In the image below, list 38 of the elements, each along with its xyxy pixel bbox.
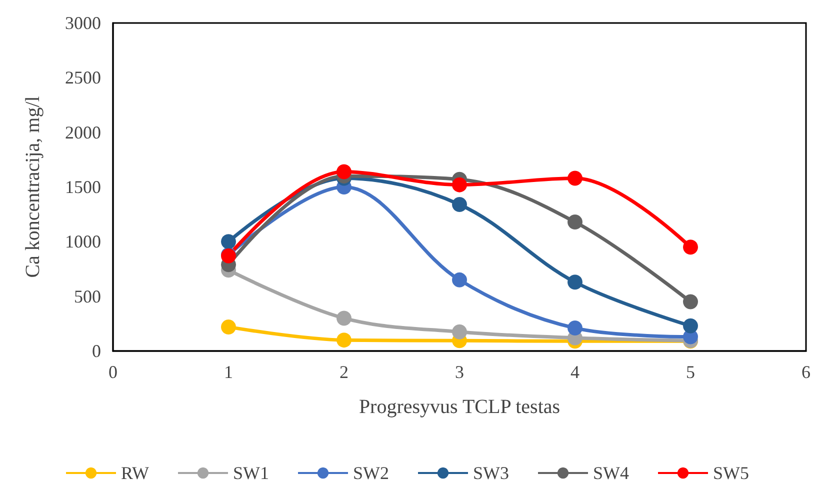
x-tick-label: 4: [570, 362, 580, 382]
y-tick-label: 2500: [65, 68, 101, 88]
x-tick-label: 6: [802, 362, 810, 382]
y-tick-label: 1000: [65, 232, 101, 252]
x-axis-title: Progresyvus TCLP testas: [358, 396, 560, 418]
y-tick-label: 1500: [65, 177, 101, 197]
point: [452, 272, 467, 288]
point: [683, 318, 698, 334]
point: [221, 319, 236, 334]
point: [452, 177, 467, 192]
point: [568, 170, 582, 186]
point: [568, 214, 582, 230]
y-tick-label: 0: [92, 341, 101, 361]
x-tick-label: 1: [224, 362, 233, 382]
point: [336, 332, 352, 348]
point: [452, 324, 467, 340]
legend-label: SW4: [593, 463, 629, 483]
x-tick-label: 2: [340, 362, 348, 382]
y-axis-title: Ca koncentracija, mg/l: [22, 96, 44, 278]
point: [221, 234, 236, 250]
x-tick-label: 5: [686, 362, 695, 382]
point: [336, 310, 352, 326]
y-tick-label: 500: [74, 286, 101, 306]
x-tick-label: 0: [108, 362, 118, 382]
legend-label: SW1: [233, 463, 269, 483]
y-tick-label: 3000: [65, 13, 101, 33]
legend-label: SW2: [353, 463, 389, 483]
x-tick-label: 3: [455, 362, 464, 382]
legend-label: SW3: [473, 463, 509, 483]
y-tick-label: 2000: [65, 122, 101, 142]
point: [452, 196, 467, 212]
point: [568, 274, 582, 290]
legend-label: SW5: [713, 463, 749, 483]
point: [683, 294, 698, 310]
point: [683, 240, 698, 255]
legend-label: RW: [121, 463, 150, 483]
point: [568, 320, 582, 336]
point: [336, 164, 352, 180]
